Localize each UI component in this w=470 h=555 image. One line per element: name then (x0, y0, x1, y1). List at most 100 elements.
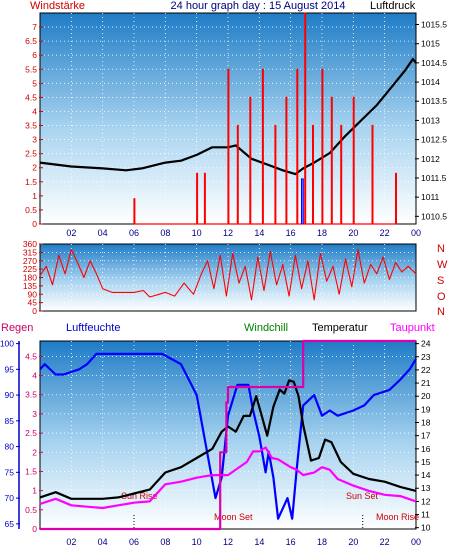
series-wind-gust (133, 12, 397, 225)
x-tick-label-wind: 02 (66, 228, 76, 238)
y-tick-label-rain: 1.5 (25, 466, 37, 476)
y-tick-label-temperature: 15 (421, 457, 431, 467)
y-tick-label-pressure: 1010.5 (421, 211, 447, 221)
y-tick-label-wind: 4.5 (25, 92, 37, 102)
y-tick-label-humidity: 80 (5, 442, 15, 452)
y-tick-label-wind: 5 (32, 78, 37, 88)
annotation-moon-rise: Moon Rise (376, 512, 419, 522)
series-temperatur (39, 379, 417, 500)
y-tick-label-wind: 0 (32, 219, 37, 229)
compass-s: S (437, 275, 444, 287)
x-tick-label-wind: 18 (317, 228, 327, 238)
y-tick-label-direction: 360 (23, 239, 37, 249)
y-tick-label-wind: 6.5 (25, 36, 37, 46)
y-tick-label-rain: 4.5 (25, 351, 37, 361)
label-temperatur: Temperatur (312, 322, 368, 334)
series-taupunkt (39, 446, 417, 510)
y-tick-label-pressure: 1013.5 (421, 96, 447, 106)
x-tick-label-wind: 08 (160, 228, 170, 238)
y-tick-label-temperature: 10 (421, 523, 431, 533)
series-windrichtung (39, 249, 417, 301)
y-tick-label-temperature: 19 (421, 404, 431, 414)
x-tick-label-wind: 06 (129, 228, 139, 238)
y-tick-label-rain: 2.5 (25, 428, 37, 438)
x-tick-label-temperature: 04 (98, 537, 108, 547)
y-tick-label-pressure: 1012.5 (421, 135, 447, 145)
y-tick-label-direction: 0 (32, 306, 37, 316)
y-tick-label-pressure: 1014 (421, 77, 440, 87)
y-tick-label-pressure: 1011.5 (421, 173, 447, 183)
y-tick-label-wind: 2.5 (25, 149, 37, 159)
y-tick-label-wind: 4 (32, 106, 37, 116)
y-tick-label-temperature: 12 (421, 496, 431, 506)
x-tick-label-temperature: 16 (286, 537, 296, 547)
y-tick-label-direction: 270 (23, 256, 37, 266)
chart-title: 24 hour graph day : 15 August 2014 (171, 0, 346, 12)
left-label-windstaerke: Windstärke (30, 0, 85, 12)
y-tick-label-wind: 7 (32, 22, 37, 32)
series-regen (40, 339, 416, 531)
compass-n-bottom: N (437, 306, 445, 318)
x-tick-label-wind: 12 (223, 228, 233, 238)
y-tick-label-wind: 1 (32, 191, 37, 201)
y-tick-label-humidity: 85 (5, 416, 15, 426)
x-tick-label-wind: 00 (411, 228, 421, 238)
x-tick-label-temperature: 06 (129, 537, 139, 547)
y-tick-label-direction: 225 (23, 264, 37, 274)
label-regen: Regen (1, 322, 33, 334)
x-tick-label-temperature: 20 (348, 537, 358, 547)
y-tick-label-direction: 90 (28, 289, 38, 299)
y-tick-label-wind: 0.5 (25, 205, 37, 215)
x-tick-label-wind: 04 (98, 228, 108, 238)
y-tick-label-humidity: 70 (5, 493, 15, 503)
y-tick-label-wind: 6 (32, 50, 37, 60)
y-tick-label-wind: 1.5 (25, 177, 37, 187)
y-tick-label-wind: 2 (32, 163, 37, 173)
x-tick-label-temperature: 00 (411, 537, 421, 547)
x-tick-label-temperature: 10 (192, 537, 202, 547)
label-luftfeuchte: Luftfeuchte (66, 322, 120, 334)
y-tick-label-humidity: 65 (5, 519, 15, 529)
y-tick-label-direction: 45 (28, 298, 38, 308)
y-tick-label-rain: 3.5 (25, 390, 37, 400)
y-tick-label-pressure: 1014.5 (421, 58, 447, 68)
y-tick-label-wind: 3 (32, 135, 37, 145)
compass-n-top: N (437, 243, 445, 255)
x-tick-label-temperature: 08 (160, 537, 170, 547)
y-tick-label-temperature: 18 (421, 418, 431, 428)
compass-w: W (437, 259, 448, 271)
annotation-sun-set: Sun Set (346, 491, 379, 501)
y-tick-label-temperature: 23 (421, 352, 431, 362)
y-tick-label-temperature: 16 (421, 444, 431, 454)
y-tick-label-humidity: 95 (5, 364, 15, 374)
y-tick-label-temperature: 11 (421, 510, 430, 520)
annotation-sun-rise: Sun Rise (121, 491, 158, 501)
y-tick-label-rain: 1 (32, 486, 37, 496)
label-windchill: Windchill (244, 322, 288, 334)
y-tick-label-temperature: 22 (421, 365, 431, 375)
x-tick-label-wind: 14 (254, 228, 264, 238)
compass-o: O (437, 291, 446, 303)
y-tick-label-humidity: 75 (5, 467, 15, 477)
y-tick-label-rain: 3 (32, 409, 37, 419)
x-tick-label-temperature: 02 (66, 537, 76, 547)
y-tick-label-humidity: 90 (5, 390, 15, 400)
y-tick-label-pressure: 1015.5 (421, 20, 447, 30)
x-tick-label-wind: 16 (286, 228, 296, 238)
y-tick-label-direction: 180 (23, 273, 37, 283)
y-tick-label-temperature: 20 (421, 391, 431, 401)
y-tick-label-rain: 2 (32, 447, 37, 457)
x-tick-label-temperature: 14 (254, 537, 264, 547)
x-tick-label-temperature: 18 (317, 537, 327, 547)
y-tick-label-pressure: 1011 (421, 192, 440, 202)
y-tick-label-direction: 135 (23, 281, 37, 291)
y-tick-label-wind: 5.5 (25, 64, 37, 74)
y-tick-label-wind: 3.5 (25, 121, 37, 131)
y-tick-label-temperature: 24 (421, 339, 431, 349)
label-taupunkt: Taupunkt (390, 322, 435, 334)
x-tick-label-temperature: 12 (223, 537, 233, 547)
x-tick-label-wind: 10 (192, 228, 202, 238)
x-tick-label-temperature: 22 (380, 537, 390, 547)
series-wind-avg (301, 178, 304, 224)
